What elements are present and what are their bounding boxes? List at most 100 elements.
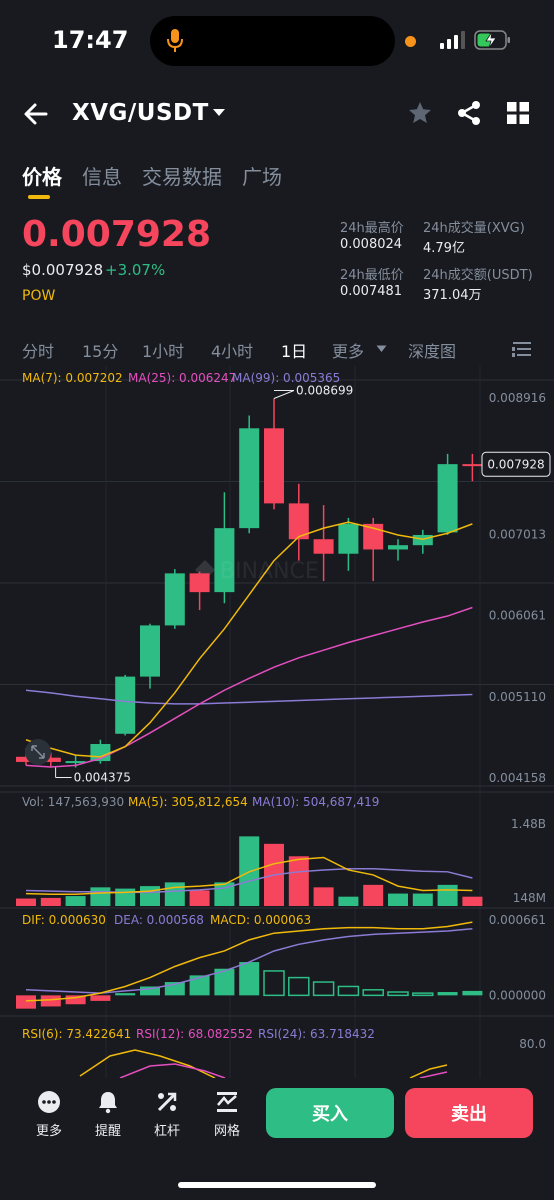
amount-24h-label: 24h成交额(USDT) [423, 268, 533, 283]
volume-bar [40, 897, 61, 906]
macd-histogram-bar [140, 986, 160, 996]
volume-bar [288, 856, 309, 906]
rsi6-line-right [409, 1064, 448, 1078]
macd-histogram-bar [263, 970, 285, 997]
volume-bar [65, 896, 86, 906]
price-axis-label: 0.004158 [489, 771, 546, 785]
alert-label: 提醒 [94, 1124, 121, 1139]
active-tab-indicator [28, 195, 50, 199]
watermark-text: BINANCE [220, 559, 319, 584]
interval-4h[interactable]: 4小时 [211, 342, 254, 361]
price-axis-label: 0.006061 [489, 609, 546, 623]
favorite-star-icon[interactable] [407, 100, 433, 126]
volume-24h-label: 24h成交量(XVG) [423, 221, 525, 236]
macd-histogram-bar [65, 995, 86, 1005]
high-24h-value: 0.008024 [340, 237, 403, 252]
dif-line [25, 921, 473, 1002]
volume-bar [363, 884, 384, 906]
candle-up [388, 545, 408, 550]
tab-info[interactable]: 信息 [82, 165, 122, 189]
last-price-label: 0.007928 [487, 457, 544, 471]
candle-down [16, 756, 36, 762]
info-tabs: 价格 信息 交易数据 广场 [0, 155, 554, 200]
low-marker-label: 0.004375 [74, 770, 131, 784]
low-24h-value: 0.007481 [340, 284, 403, 299]
volume-ma10-line [25, 867, 473, 894]
volume-bar [462, 896, 483, 906]
macd-axis-label: 0.000661 [489, 913, 546, 927]
last-price-box [481, 451, 551, 477]
volume-ma5-line [25, 856, 473, 895]
candle-down [189, 573, 210, 593]
depth-chart-tab[interactable]: 深度图 [408, 342, 457, 361]
macd-histogram-bar [362, 989, 384, 997]
candle-up [239, 428, 260, 529]
interval-15m[interactable]: 15分 [82, 342, 119, 361]
macd-histogram-bar [40, 995, 61, 1007]
high-marker-label: 0.008699 [296, 384, 353, 398]
high-marker-line [273, 390, 295, 399]
rsi24-legend: RSI(24): 63.718432 [258, 1027, 375, 1041]
interval-1h[interactable]: 1小时 [142, 342, 185, 361]
consensus-tag[interactable]: POW [22, 288, 56, 304]
kline-chart-svg[interactable]: 0.008916 0.007013 0.006061 0.005110 0.004158… [0, 366, 554, 1078]
macd-histogram-bar [288, 976, 310, 997]
more-dropdown-caret-icon[interactable] [376, 345, 387, 353]
interval-more[interactable]: 更多 [332, 342, 365, 361]
macd-histogram-bar [462, 990, 483, 996]
pair-dropdown-caret-icon[interactable] [212, 108, 226, 118]
interval-timeline[interactable]: 分时 [22, 342, 55, 361]
rsi6-legend: RSI(6): 73.422641 [22, 1027, 131, 1041]
pair-title[interactable]: XVG/USDT [72, 100, 209, 126]
candle-up [65, 761, 86, 764]
candle-down [40, 757, 61, 762]
price-axis-label: 0.005110 [489, 690, 546, 704]
status-bar: 17:47 [0, 0, 554, 84]
sell-button[interactable]: 卖出 [405, 1088, 533, 1138]
macd-histogram-bar [387, 991, 409, 997]
volume-legend: Vol: 147,563,930 [22, 795, 124, 809]
microphone-icon [167, 29, 183, 52]
low-24h-label: 24h最低价 [340, 268, 404, 283]
margin-button[interactable]: 杠杆 [147, 1090, 187, 1139]
margin-percent-icon [157, 1092, 177, 1112]
interval-1d[interactable]: 1日 [281, 342, 308, 361]
kline-chart[interactable]: 0.008916 0.007013 0.006061 0.005110 0.004158… [0, 366, 554, 1078]
candle-down [264, 428, 284, 504]
buy-button[interactable]: 买入 [266, 1088, 394, 1138]
macd-histogram-bar [16, 995, 36, 1009]
pair-header: XVG/USDT [0, 90, 554, 140]
dif-legend: DIF: 0.000630 [22, 913, 106, 927]
volume-bar [388, 893, 408, 906]
volume-ma5-legend: MA(5): 305,812,654 [128, 795, 248, 809]
rsi-axis-label: 80.0 [519, 1037, 546, 1051]
volume-axis-label: 148M [513, 891, 546, 905]
ma99-legend: MA(99): 0.005365 [232, 371, 340, 385]
more-button[interactable]: 更多 [29, 1090, 69, 1139]
signal-icon [440, 31, 465, 49]
macd-axis-label: 0.000000 [489, 988, 546, 1002]
candle-up [338, 523, 359, 554]
candle-up [437, 464, 458, 533]
alert-button[interactable]: 提醒 [88, 1090, 128, 1139]
volume-bar [437, 884, 458, 906]
candle-up [140, 625, 160, 677]
tab-trading-data[interactable]: 交易数据 [142, 165, 222, 189]
candle-down [288, 503, 309, 540]
amount-24h-value: 371.04万 [423, 288, 482, 303]
layout-grid-icon[interactable] [507, 102, 529, 124]
ma25-legend: MA(25): 0.006247 [128, 371, 236, 385]
tab-square[interactable]: 广场 [242, 165, 282, 189]
share-icon[interactable] [456, 100, 482, 126]
volume-bar [338, 896, 359, 906]
grid-button[interactable]: 网格 [207, 1090, 247, 1139]
dea-legend: DEA: 0.000568 [114, 913, 204, 927]
volume-axis-label: 1.48B [511, 817, 546, 831]
candle-down [313, 539, 334, 554]
volume-bar [90, 887, 111, 906]
tab-price[interactable]: 价格 [22, 165, 62, 189]
back-arrow-icon[interactable] [22, 100, 50, 128]
volume-bar [164, 882, 185, 906]
chart-settings-icon[interactable] [511, 339, 533, 359]
rsi12-line-right [419, 1071, 448, 1078]
